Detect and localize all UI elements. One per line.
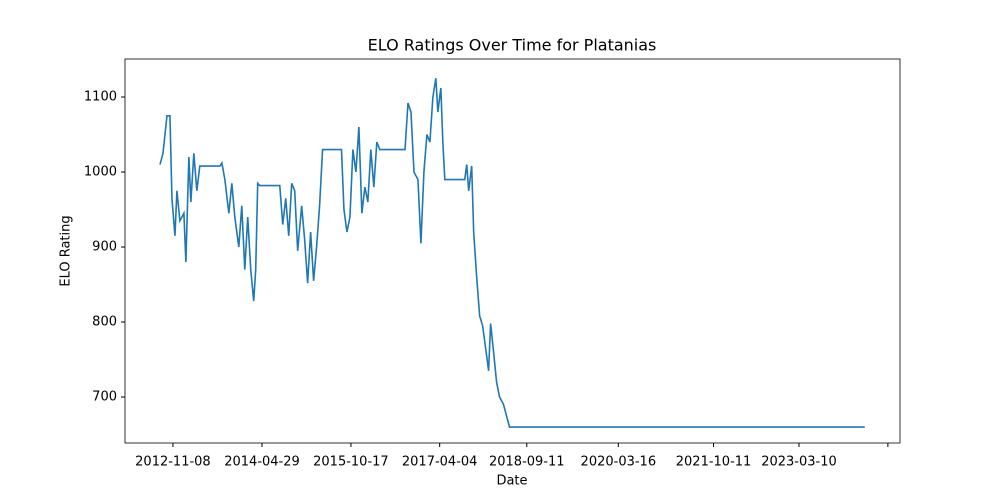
x-tick-label: 2023-03-10 (761, 455, 837, 470)
x-tick-label: 2020-03-16 (581, 455, 657, 470)
y-tick-label: 1000 (84, 165, 117, 180)
y-tick-label: 700 (92, 390, 117, 405)
y-tick-label: 900 (92, 240, 117, 255)
x-tick-label: 2014-04-29 (224, 455, 300, 470)
x-tick-label: 2017-04-04 (402, 455, 478, 470)
y-tick-label: 800 (92, 315, 117, 330)
x-tick-label: 2018-09-11 (489, 455, 565, 470)
chart-title: ELO Ratings Over Time for Platanias (368, 36, 657, 55)
x-tick-label: 2012-11-08 (135, 455, 211, 470)
plot-frame (124, 58, 901, 444)
data-line (159, 78, 865, 428)
x-tick-label: 2015-10-17 (313, 455, 389, 470)
x-axis-label: Date (496, 474, 527, 489)
y-axis-label: ELO Rating (59, 215, 74, 286)
x-tick-label: 2021-10-11 (676, 455, 752, 470)
y-tick-label: 1100 (84, 90, 117, 105)
